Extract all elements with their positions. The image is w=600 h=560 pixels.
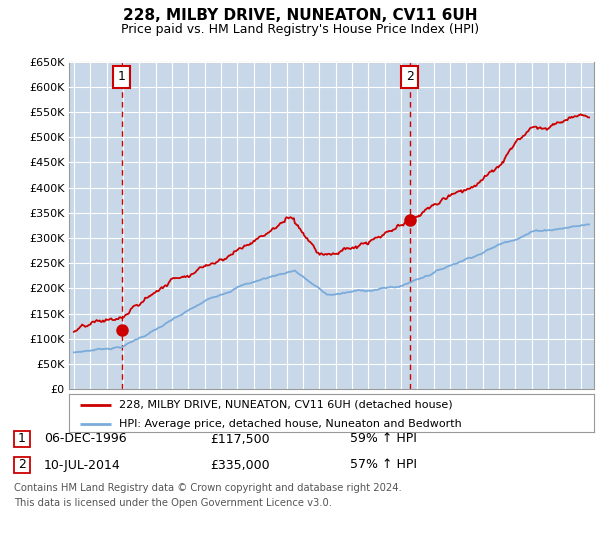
Bar xyxy=(14,431,30,447)
Text: 10-JUL-2014: 10-JUL-2014 xyxy=(44,459,121,472)
Text: Contains HM Land Registry data © Crown copyright and database right 2024.: Contains HM Land Registry data © Crown c… xyxy=(14,483,402,493)
Text: 2: 2 xyxy=(406,70,413,83)
Text: Price paid vs. HM Land Registry's House Price Index (HPI): Price paid vs. HM Land Registry's House … xyxy=(121,22,479,36)
Text: 228, MILBY DRIVE, NUNEATON, CV11 6UH (detached house): 228, MILBY DRIVE, NUNEATON, CV11 6UH (de… xyxy=(119,400,452,410)
Text: £335,000: £335,000 xyxy=(210,459,269,472)
Text: 2: 2 xyxy=(18,459,26,472)
Text: 59% ↑ HPI: 59% ↑ HPI xyxy=(350,432,417,446)
Text: This data is licensed under the Open Government Licence v3.0.: This data is licensed under the Open Gov… xyxy=(14,498,332,508)
Text: HPI: Average price, detached house, Nuneaton and Bedworth: HPI: Average price, detached house, Nune… xyxy=(119,419,461,429)
Bar xyxy=(14,457,30,473)
Text: 06-DEC-1996: 06-DEC-1996 xyxy=(44,432,127,446)
Text: 1: 1 xyxy=(18,432,26,446)
Text: £117,500: £117,500 xyxy=(210,432,269,446)
Text: 1: 1 xyxy=(118,70,125,83)
Text: 57% ↑ HPI: 57% ↑ HPI xyxy=(350,459,417,472)
Text: 228, MILBY DRIVE, NUNEATON, CV11 6UH: 228, MILBY DRIVE, NUNEATON, CV11 6UH xyxy=(123,8,477,23)
